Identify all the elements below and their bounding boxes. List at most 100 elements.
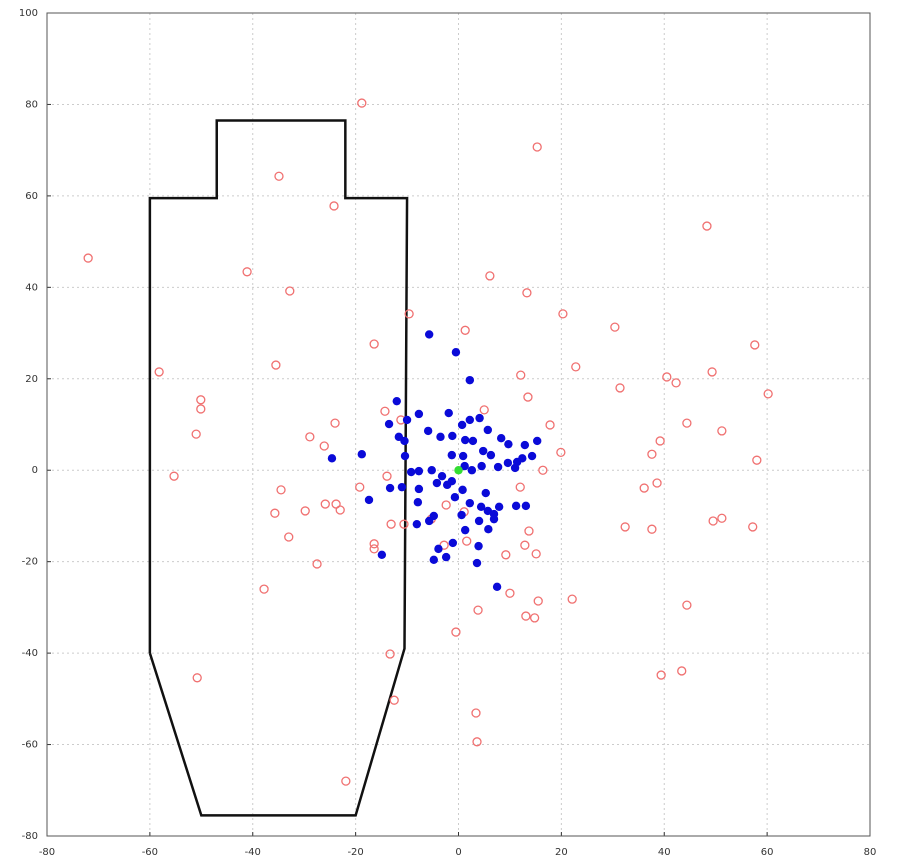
point	[169, 471, 179, 481]
point	[397, 482, 407, 492]
y-tick-label: 40	[25, 282, 38, 293]
point	[414, 484, 424, 494]
point	[447, 450, 457, 460]
point	[392, 396, 401, 406]
point	[458, 485, 467, 495]
point	[357, 98, 367, 108]
point	[300, 506, 310, 516]
point	[472, 558, 482, 568]
point	[652, 478, 662, 488]
y-tick-label: -60	[22, 740, 38, 751]
point	[441, 500, 451, 510]
point	[270, 508, 280, 518]
point	[521, 501, 531, 511]
point	[473, 605, 483, 615]
point	[460, 525, 470, 535]
point	[538, 465, 548, 475]
point	[465, 498, 475, 508]
point	[485, 271, 495, 281]
point	[682, 418, 692, 428]
x-tick-label: -40	[245, 847, 261, 858]
point	[524, 526, 534, 536]
point	[471, 708, 481, 718]
point	[276, 485, 286, 495]
point	[191, 429, 201, 439]
point	[620, 522, 630, 532]
point	[442, 480, 452, 490]
plot-frame	[46, 12, 871, 837]
point	[656, 670, 666, 680]
point	[571, 362, 581, 372]
point	[501, 550, 511, 560]
point	[708, 516, 718, 526]
point	[460, 461, 469, 471]
point	[702, 221, 712, 231]
point	[523, 392, 533, 402]
point	[707, 367, 717, 377]
point	[434, 544, 443, 554]
x-tick-label: 20	[555, 847, 568, 858]
point	[364, 495, 374, 505]
point	[647, 524, 657, 534]
point	[505, 588, 515, 598]
point	[503, 458, 513, 468]
point	[478, 446, 488, 456]
point	[677, 666, 687, 676]
point	[369, 539, 379, 549]
point	[496, 434, 506, 443]
point	[615, 383, 625, 393]
point	[330, 418, 340, 428]
point	[467, 466, 477, 475]
point	[437, 471, 447, 481]
point	[400, 451, 410, 461]
point	[386, 519, 396, 529]
point	[763, 389, 773, 399]
x-tick-label: 80	[864, 847, 877, 858]
point	[192, 673, 202, 683]
x-tick-label: 60	[761, 847, 774, 858]
point	[406, 467, 416, 477]
x-tick-label: -20	[347, 847, 363, 858]
outline	[148, 119, 409, 817]
point	[384, 419, 394, 429]
point	[655, 436, 665, 446]
point	[457, 510, 466, 520]
point	[556, 447, 566, 458]
point	[242, 267, 252, 277]
point	[450, 492, 460, 502]
point	[320, 499, 330, 509]
point	[451, 348, 461, 357]
point	[357, 450, 366, 459]
point	[486, 450, 496, 460]
y-tick-label: -20	[22, 557, 38, 568]
point	[458, 451, 468, 461]
point	[494, 502, 504, 511]
point	[319, 441, 329, 451]
point	[385, 649, 395, 659]
point	[305, 432, 315, 442]
point	[259, 584, 269, 594]
point	[483, 506, 493, 516]
x-tick-label: -60	[142, 847, 158, 858]
point	[489, 514, 499, 524]
point	[196, 395, 206, 405]
point	[429, 555, 439, 565]
point	[522, 288, 532, 298]
point	[414, 466, 424, 476]
x-tick-label: -80	[39, 847, 55, 858]
point	[462, 536, 472, 546]
point	[423, 426, 433, 436]
point	[558, 309, 568, 319]
point	[671, 378, 681, 388]
point	[492, 582, 502, 592]
point	[520, 440, 530, 450]
point	[402, 415, 412, 425]
point	[412, 519, 422, 529]
point	[752, 455, 762, 465]
point	[532, 436, 542, 446]
point	[493, 462, 503, 472]
point	[427, 466, 436, 475]
point	[515, 482, 525, 492]
point	[533, 596, 543, 606]
point	[475, 413, 484, 423]
